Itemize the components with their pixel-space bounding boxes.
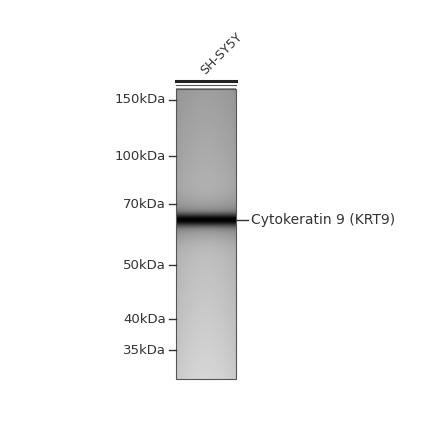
- Text: 40kDa: 40kDa: [123, 313, 166, 326]
- Text: Cytokeratin 9 (KRT9): Cytokeratin 9 (KRT9): [251, 213, 395, 227]
- Text: 70kDa: 70kDa: [123, 198, 166, 210]
- Text: 35kDa: 35kDa: [123, 344, 166, 356]
- Text: 100kDa: 100kDa: [114, 150, 166, 163]
- Text: SH-SY5Y: SH-SY5Y: [198, 30, 245, 77]
- Bar: [176, 89, 236, 379]
- Text: 50kDa: 50kDa: [123, 259, 166, 272]
- Text: 150kDa: 150kDa: [114, 93, 166, 106]
